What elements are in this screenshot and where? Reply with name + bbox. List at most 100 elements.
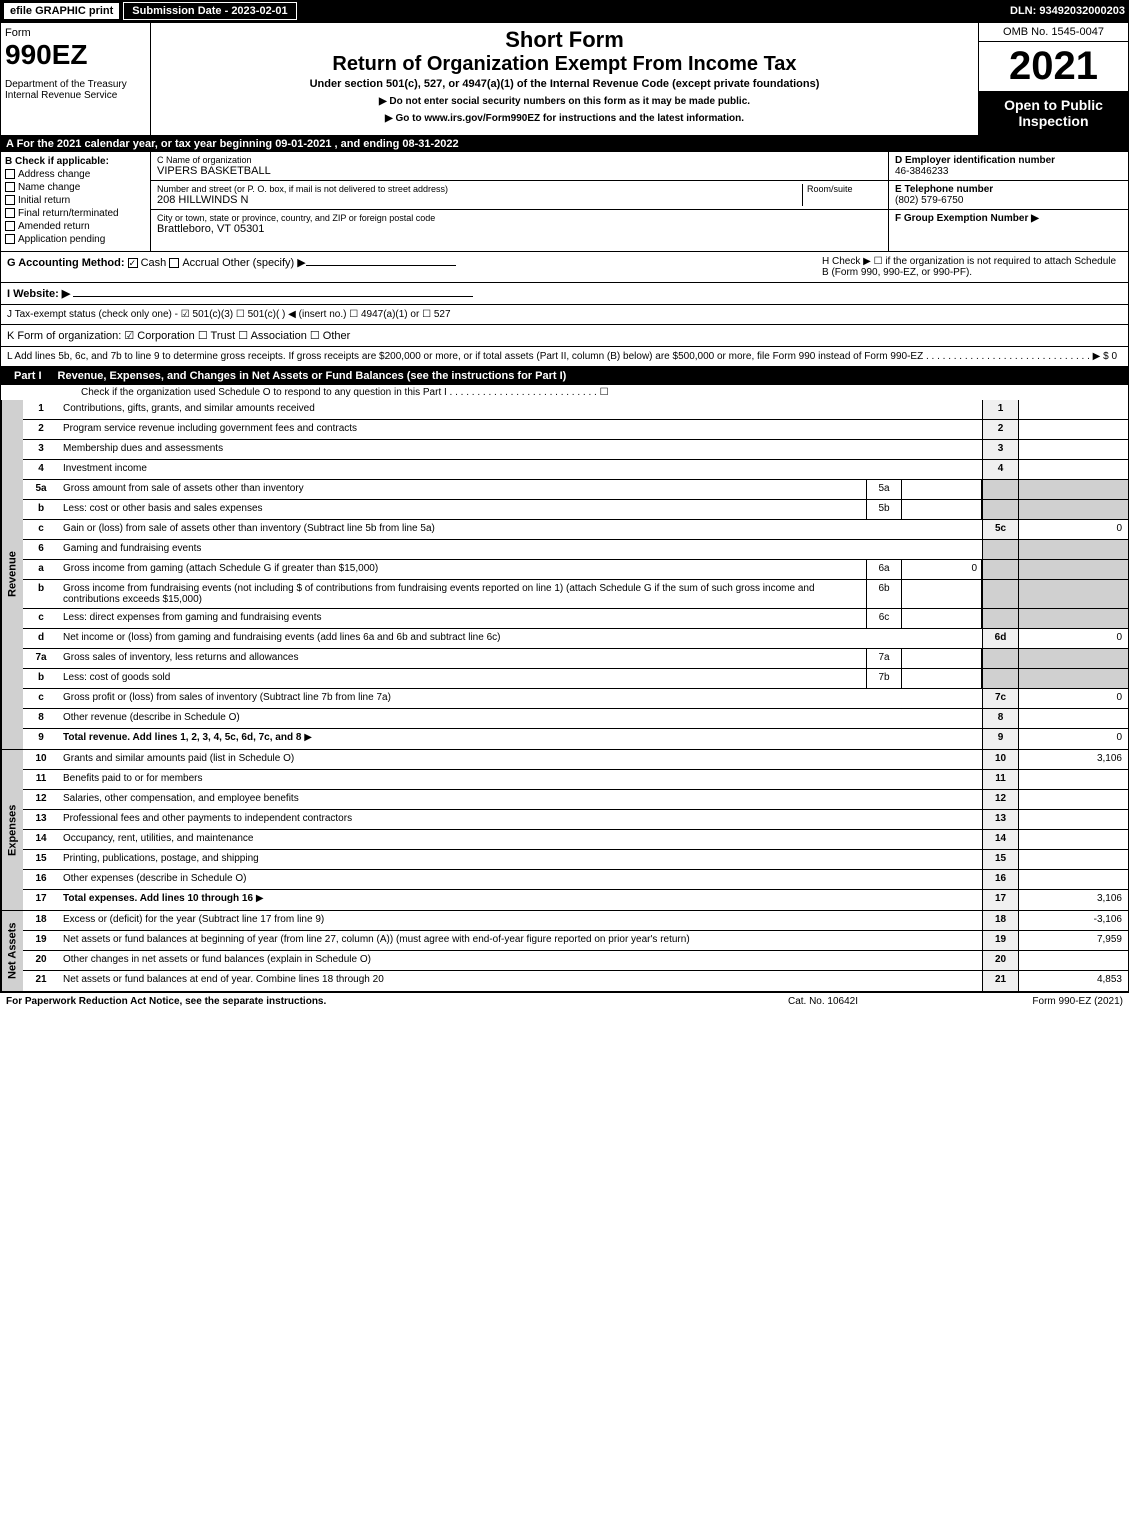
line-10: 10 Grants and similar amounts paid (list… <box>23 750 1128 770</box>
footer-left: For Paperwork Reduction Act Notice, see … <box>6 996 723 1007</box>
b-label: B Check if applicable: <box>5 156 146 167</box>
open-inspection: Open to Public Inspection <box>979 91 1128 135</box>
check-name-change[interactable]: Name change <box>5 182 146 193</box>
line-12: 12 Salaries, other compensation, and emp… <box>23 790 1128 810</box>
city-row: City or town, state or province, country… <box>151 210 888 238</box>
expenses-label: Expenses <box>1 750 23 910</box>
f-label: F Group Exemption Number ▶ <box>895 213 1122 224</box>
line-5b: b Less: cost or other basis and sales ex… <box>23 500 1128 520</box>
efile-label: efile GRAPHIC print <box>4 3 119 19</box>
line-8: 8 Other revenue (describe in Schedule O)… <box>23 709 1128 729</box>
check-amended[interactable]: Amended return <box>5 221 146 232</box>
line-7c: c Gross profit or (loss) from sales of i… <box>23 689 1128 709</box>
addr-label: Number and street (or P. O. box, if mail… <box>157 184 802 194</box>
part1-header: Part I Revenue, Expenses, and Changes in… <box>0 367 1129 385</box>
city-state-zip: Brattleboro, VT 05301 <box>157 223 882 235</box>
netassets-section: Net Assets 18 Excess or (deficit) for th… <box>0 911 1129 992</box>
column-c: C Name of organization VIPERS BASKETBALL… <box>151 152 888 251</box>
line-21: 21 Net assets or fund balances at end of… <box>23 971 1128 991</box>
submission-date: Submission Date - 2023-02-01 <box>123 2 296 20</box>
form-number: 990EZ <box>5 39 146 71</box>
line-18: 18 Excess or (deficit) for the year (Sub… <box>23 911 1128 931</box>
line-7a: 7a Gross sales of inventory, less return… <box>23 649 1128 669</box>
row-k-formoforg: K Form of organization: ☑ Corporation ☐ … <box>0 325 1129 347</box>
short-form-title: Short Form <box>159 27 970 53</box>
line-13: 13 Professional fees and other payments … <box>23 810 1128 830</box>
line-17: 17 Total expenses. Add lines 10 through … <box>23 890 1128 910</box>
header-center: Short Form Return of Organization Exempt… <box>151 23 978 135</box>
line-6: 6 Gaming and fundraising events <box>23 540 1128 560</box>
row-j-taxexempt: J Tax-exempt status (check only one) - ☑… <box>0 305 1129 325</box>
line-14: 14 Occupancy, rent, utilities, and maint… <box>23 830 1128 850</box>
dln: DLN: 93492032000203 <box>1010 5 1125 17</box>
phone-value: (802) 579-6750 <box>895 195 1122 206</box>
note-2: ▶ Go to www.irs.gov/Form990EZ for instru… <box>159 113 970 124</box>
check-address-change[interactable]: Address change <box>5 169 146 180</box>
form-header: Form 990EZ Department of the Treasury In… <box>0 22 1129 136</box>
revenue-label: Revenue <box>1 400 23 749</box>
city-label: City or town, state or province, country… <box>157 213 882 223</box>
line-6b: b Gross income from fundraising events (… <box>23 580 1128 609</box>
header-left: Form 990EZ Department of the Treasury In… <box>1 23 151 135</box>
row-i-website: I Website: ▶ <box>0 283 1129 305</box>
row-l-grossreceipts: L Add lines 5b, 6c, and 7b to line 9 to … <box>0 347 1129 367</box>
footer-right: Form 990-EZ (2021) <box>923 996 1123 1007</box>
form-subtitle: Under section 501(c), 527, or 4947(a)(1)… <box>159 78 970 90</box>
h-schedule-b: H Check ▶ ☐ if the organization is not r… <box>822 256 1122 278</box>
check-final-return[interactable]: Final return/terminated <box>5 208 146 219</box>
check-initial-return[interactable]: Initial return <box>5 195 146 206</box>
line-16: 16 Other expenses (describe in Schedule … <box>23 870 1128 890</box>
line-15: 15 Printing, publications, postage, and … <box>23 850 1128 870</box>
check-accrual[interactable] <box>169 258 179 268</box>
group-exemt-cell: F Group Exemption Number ▶ <box>889 210 1128 251</box>
row-gh: G Accounting Method: Cash Accrual Other … <box>0 252 1129 283</box>
part1-tag: Part I <box>6 370 50 382</box>
line-20: 20 Other changes in net assets or fund b… <box>23 951 1128 971</box>
line-6a: a Gross income from gaming (attach Sched… <box>23 560 1128 580</box>
addr-row: Number and street (or P. O. box, if mail… <box>151 181 888 210</box>
c-label: C Name of organization <box>157 155 882 165</box>
row-a-tax-year: A For the 2021 calendar year, or tax yea… <box>0 136 1129 152</box>
part1-sub: Check if the organization used Schedule … <box>0 385 1129 400</box>
line-11: 11 Benefits paid to or for members 11 <box>23 770 1128 790</box>
dept-label: Department of the Treasury Internal Reve… <box>5 79 146 101</box>
line-1: 1 Contributions, gifts, grants, and simi… <box>23 400 1128 420</box>
ein-cell: D Employer identification number 46-3846… <box>889 152 1128 181</box>
footer-mid: Cat. No. 10642I <box>723 996 923 1007</box>
netassets-label: Net Assets <box>1 911 23 991</box>
check-cash[interactable] <box>128 258 138 268</box>
org-name: VIPERS BASKETBALL <box>157 165 882 177</box>
header-right: OMB No. 1545-0047 2021 Open to Public In… <box>978 23 1128 135</box>
omb-number: OMB No. 1545-0047 <box>979 23 1128 42</box>
check-pending[interactable]: Application pending <box>5 234 146 245</box>
line-7b: b Less: cost of goods sold 7b <box>23 669 1128 689</box>
phone-cell: E Telephone number (802) 579-6750 <box>889 181 1128 210</box>
d-label: D Employer identification number <box>895 155 1122 166</box>
org-name-row: C Name of organization VIPERS BASKETBALL <box>151 152 888 181</box>
line-5c: c Gain or (loss) from sale of assets oth… <box>23 520 1128 540</box>
line-2: 2 Program service revenue including gove… <box>23 420 1128 440</box>
column-def: D Employer identification number 46-3846… <box>888 152 1128 251</box>
top-bar: efile GRAPHIC print Submission Date - 20… <box>0 0 1129 22</box>
accounting-method: G Accounting Method: Cash Accrual Other … <box>7 256 822 278</box>
e-label: E Telephone number <box>895 184 1122 195</box>
line-19: 19 Net assets or fund balances at beginn… <box>23 931 1128 951</box>
part1-title: Revenue, Expenses, and Changes in Net As… <box>58 370 567 382</box>
street-address: 208 HILLWINDS N <box>157 194 802 206</box>
expenses-section: Expenses 10 Grants and similar amounts p… <box>0 750 1129 911</box>
form-title: Return of Organization Exempt From Incom… <box>159 53 970 76</box>
line-6d: d Net income or (loss) from gaming and f… <box>23 629 1128 649</box>
ein-value: 46-3846233 <box>895 166 1122 177</box>
line-3: 3 Membership dues and assessments 3 <box>23 440 1128 460</box>
section-bcdef: B Check if applicable: Address change Na… <box>0 152 1129 252</box>
room-label: Room/suite <box>807 184 882 194</box>
revenue-section: Revenue 1 Contributions, gifts, grants, … <box>0 400 1129 750</box>
line-9: 9 Total revenue. Add lines 1, 2, 3, 4, 5… <box>23 729 1128 749</box>
line-4: 4 Investment income 4 <box>23 460 1128 480</box>
page-footer: For Paperwork Reduction Act Notice, see … <box>0 992 1129 1010</box>
column-b-checks: B Check if applicable: Address change Na… <box>1 152 151 251</box>
tax-year: 2021 <box>979 42 1128 91</box>
form-word: Form <box>5 27 146 39</box>
line-6c: c Less: direct expenses from gaming and … <box>23 609 1128 629</box>
line-5a: 5a Gross amount from sale of assets othe… <box>23 480 1128 500</box>
